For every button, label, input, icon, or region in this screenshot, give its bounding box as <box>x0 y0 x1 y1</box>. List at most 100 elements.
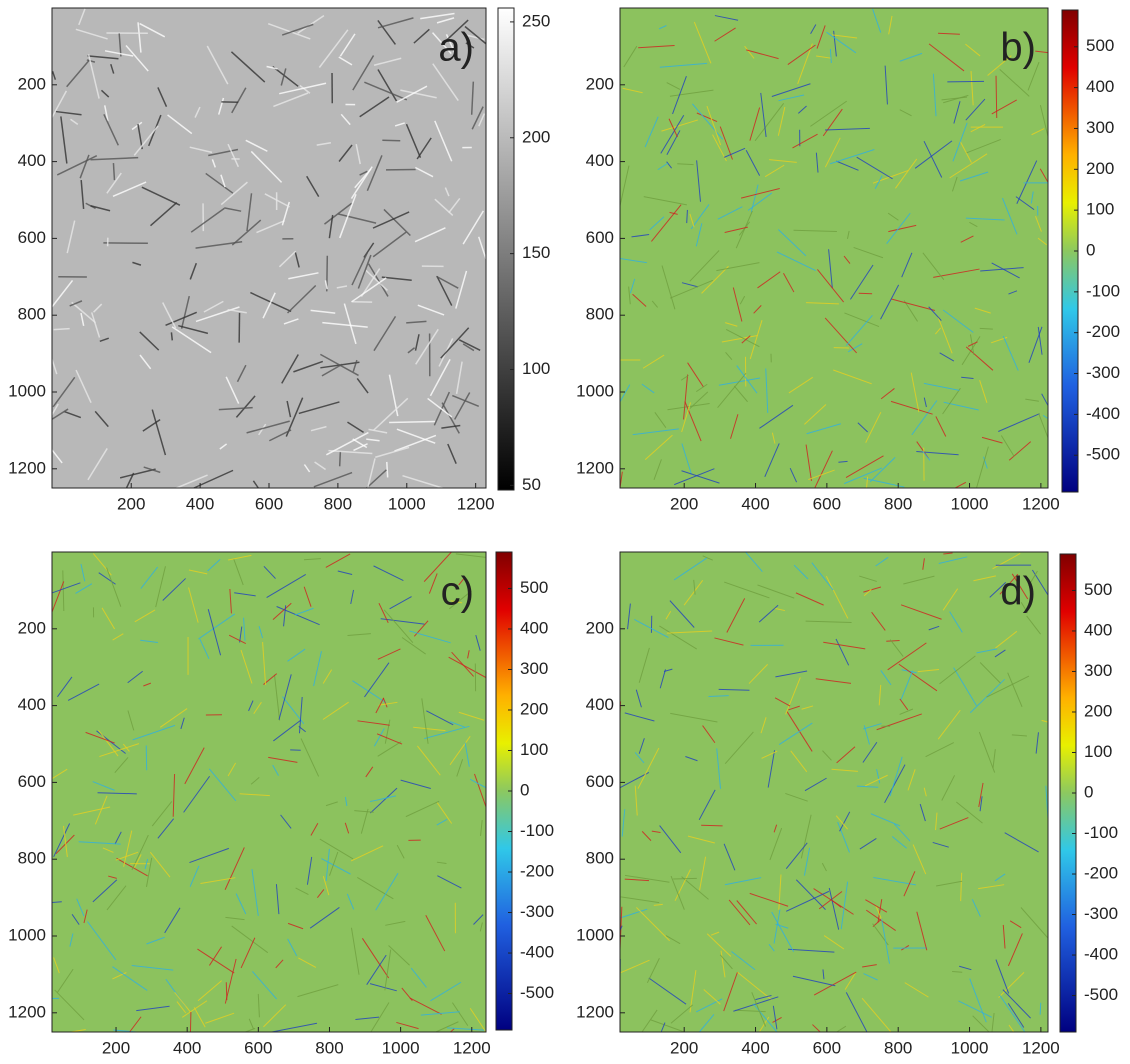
panel-label: d) <box>1000 570 1036 614</box>
y-tick-label: 800 <box>18 849 46 868</box>
image <box>52 8 486 488</box>
y-tick-label: 1200 <box>576 1002 614 1021</box>
y-tick-label: 1200 <box>8 458 46 477</box>
colorbar-tick-label: 200 <box>520 699 548 718</box>
colorbar-tick-label: 150 <box>522 243 550 262</box>
y-tick-label: 400 <box>586 695 614 714</box>
colorbar-tick-label: -200 <box>1086 322 1120 341</box>
colorbar-tick-label: 200 <box>1084 701 1112 720</box>
y-tick-label: 200 <box>586 74 614 93</box>
x-tick-label: 400 <box>173 1038 201 1057</box>
texture <box>52 902 62 903</box>
colorbar-tick-label: -100 <box>1084 823 1118 842</box>
y-tick-label: 1200 <box>8 1002 46 1021</box>
texture <box>947 81 984 82</box>
image <box>620 552 1048 1032</box>
x-tick-label: 1000 <box>382 1038 420 1057</box>
colorbar-tick-label: 0 <box>1086 240 1095 259</box>
texture <box>340 452 341 467</box>
texture <box>701 825 722 826</box>
texture <box>387 462 388 477</box>
x-tick-label: 1200 <box>1022 494 1060 513</box>
colorbar-tick-label: 400 <box>1084 620 1112 639</box>
y-tick-label: 400 <box>586 151 614 170</box>
texture <box>1040 1003 1041 1015</box>
colorbar-tick-label: -500 <box>1084 985 1118 1004</box>
texture <box>673 878 697 879</box>
y-tick-label: 1200 <box>576 458 614 477</box>
colorbar-tick-label: -100 <box>520 821 554 840</box>
x-tick-label: 200 <box>117 494 145 513</box>
colorbar-tick-label: 100 <box>1086 200 1114 219</box>
texture <box>382 140 400 141</box>
x-tick-label: 400 <box>741 494 769 513</box>
x-tick-label: 200 <box>670 1038 698 1057</box>
panel-label: a) <box>438 26 474 70</box>
y-tick-label: 1000 <box>576 925 614 944</box>
y-tick-label: 200 <box>18 618 46 637</box>
y-tick-label: 1000 <box>576 381 614 400</box>
colorbar-tick-label: -500 <box>1086 445 1120 464</box>
colorbar-tick-label: -500 <box>520 983 554 1002</box>
colorbar-tick-label: -400 <box>520 943 554 962</box>
colorbar-tick-label: 100 <box>520 740 548 759</box>
colorbar-tick-label: 250 <box>522 11 550 30</box>
colorbar-tick-label: -400 <box>1086 404 1120 423</box>
colorbar-tick-label: 500 <box>1086 36 1114 55</box>
colorbar-tick-label: 0 <box>520 780 529 799</box>
panel-label: c) <box>441 570 474 614</box>
x-tick-label: 600 <box>813 1038 841 1057</box>
colorbar-tick-label: -200 <box>520 862 554 881</box>
texture <box>171 332 172 340</box>
colorbar-tick-label: -300 <box>520 902 554 921</box>
y-tick-label: 600 <box>18 772 46 791</box>
x-tick-label: 800 <box>884 1038 912 1057</box>
x-tick-label: 1200 <box>453 1038 491 1057</box>
colorbar-tick-label: 300 <box>1086 118 1114 137</box>
y-tick-label: 800 <box>586 305 614 324</box>
y-tick-label: 600 <box>586 772 614 791</box>
colorbar-tick-label: -300 <box>1086 363 1120 382</box>
texture <box>389 421 435 422</box>
colorbar-tick-label: 400 <box>1086 77 1114 96</box>
y-tick-label: 200 <box>586 618 614 637</box>
texture <box>54 329 70 330</box>
x-tick-label: 400 <box>186 494 214 513</box>
y-tick-label: 800 <box>586 849 614 868</box>
texture <box>113 163 114 180</box>
colorbar-tick-label: 500 <box>520 578 548 597</box>
colorbar-tick-label: 100 <box>522 359 550 378</box>
y-tick-label: 600 <box>18 228 46 247</box>
colorbar-tick-label: 400 <box>520 618 548 637</box>
colorbar-tick-label: 100 <box>1084 742 1112 761</box>
x-tick-label: 400 <box>741 1038 769 1057</box>
y-tick-label: 400 <box>18 695 46 714</box>
texture <box>226 982 227 1000</box>
y-tick-label: 800 <box>18 305 46 324</box>
x-tick-label: 200 <box>670 494 698 513</box>
x-tick-label: 1200 <box>457 494 495 513</box>
colorbar-tick-label: -400 <box>1084 945 1118 964</box>
x-tick-label: 600 <box>813 494 841 513</box>
colorbar-tick-label: -200 <box>1084 864 1118 883</box>
texture <box>687 210 688 223</box>
colorbar-tick-label: -100 <box>1086 281 1120 300</box>
y-tick-label: 1000 <box>8 925 46 944</box>
colorbar-tick-label: 300 <box>1084 661 1112 680</box>
x-tick-label: 1000 <box>388 494 426 513</box>
colorbar-tick-label: 500 <box>1084 580 1112 599</box>
x-tick-label: 1000 <box>951 1038 989 1057</box>
colorbar-tick-label: 50 <box>522 475 541 494</box>
x-tick-label: 800 <box>884 494 912 513</box>
x-tick-label: 800 <box>324 494 352 513</box>
colorbar-tick-label: 0 <box>1084 782 1093 801</box>
x-tick-label: 600 <box>255 494 283 513</box>
colorbar-tick-label: 300 <box>520 659 548 678</box>
colorbar-tick-label: 200 <box>522 127 550 146</box>
x-tick-label: 1000 <box>951 494 989 513</box>
